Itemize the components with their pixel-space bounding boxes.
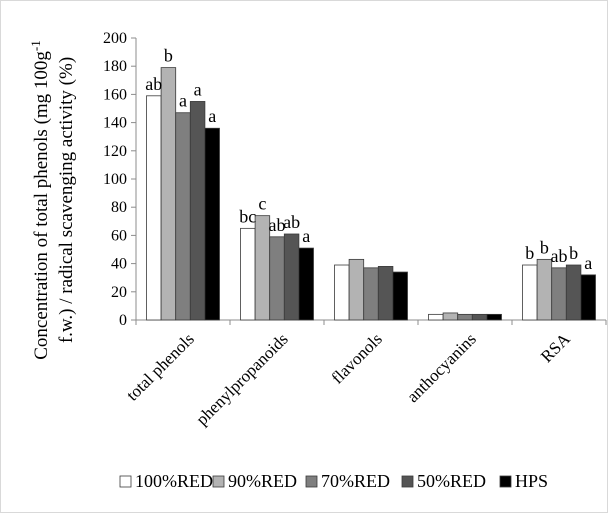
legend-swatch (119, 475, 132, 488)
bar (392, 271, 408, 321)
legend-swatch (212, 475, 225, 488)
bar (363, 267, 379, 321)
y-tick-label: 140 (103, 115, 127, 132)
significance-label: a (584, 253, 592, 273)
y-tick-label: 60 (111, 227, 127, 244)
legend-label: 100%RED (135, 471, 213, 491)
y-axis-label-line2: f.w.) / radical scavenging activity (%) (56, 57, 77, 343)
y-tick-label: 160 (103, 86, 127, 103)
x-tick-label: total phenols (123, 329, 198, 404)
bar (348, 258, 365, 321)
bar (160, 67, 177, 321)
significance-label: a (208, 106, 216, 126)
bar (298, 247, 314, 321)
legend-swatch (401, 475, 414, 488)
bar (175, 112, 191, 321)
bar (457, 313, 473, 321)
significance-label: b (540, 237, 549, 257)
bar (377, 266, 394, 321)
significance-label: ab (283, 212, 300, 232)
y-tick-label: 120 (103, 143, 127, 160)
significance-label: a (302, 226, 310, 246)
y-axis-label-line1: Concentration of total phenols (mg 100g-… (28, 40, 52, 360)
bar (240, 227, 256, 321)
legend-swatch (499, 475, 512, 488)
bar (442, 312, 459, 321)
significance-label: ab (145, 74, 162, 94)
y-axis-label-sup: -1 (28, 40, 43, 51)
significance-label: bc (239, 206, 256, 226)
significance-label: b (525, 243, 534, 263)
bar (522, 264, 538, 321)
y-tick-label: 200 (103, 30, 127, 47)
significance-label: ab (269, 215, 286, 235)
bar (486, 313, 502, 321)
significance-label: c (258, 194, 266, 214)
bar (565, 264, 582, 321)
y-tick-label: 80 (111, 199, 127, 216)
bar (283, 233, 300, 321)
legend-label: 90%RED (228, 471, 297, 491)
y-tick-label: 20 (111, 284, 127, 301)
significance-label: a (179, 91, 187, 111)
y-axis-label: Concentration of total phenols (mg 100g-… (28, 40, 77, 360)
bar (146, 95, 162, 321)
x-tick-label: phenylpropanoids (192, 329, 292, 429)
bar (580, 274, 596, 321)
legend-label: 70%RED (321, 471, 390, 491)
significance-label: b (569, 243, 578, 263)
bar (536, 258, 553, 321)
significance-label: b (164, 46, 173, 66)
y-tick-label: 100 (103, 171, 127, 188)
bar (551, 267, 567, 321)
bar (471, 313, 488, 321)
significance-label: a (194, 79, 202, 99)
x-tick-label: anthocyanins (403, 329, 480, 406)
x-tick-label: RSA (537, 329, 574, 366)
y-tick-label: 40 (111, 256, 127, 273)
significance-label: ab (551, 246, 568, 266)
bar (254, 215, 271, 321)
y-tick-label: 0 (119, 312, 127, 329)
legend-swatch (305, 475, 318, 488)
bar (204, 127, 220, 321)
legend-label: 50%RED (417, 471, 486, 491)
y-tick-label: 180 (103, 58, 127, 75)
bar (428, 313, 444, 321)
legend-label: HPS (515, 471, 548, 491)
bar (269, 236, 285, 321)
x-tick-label: flavonols (328, 329, 386, 387)
bar (334, 264, 350, 321)
bar (189, 101, 206, 321)
